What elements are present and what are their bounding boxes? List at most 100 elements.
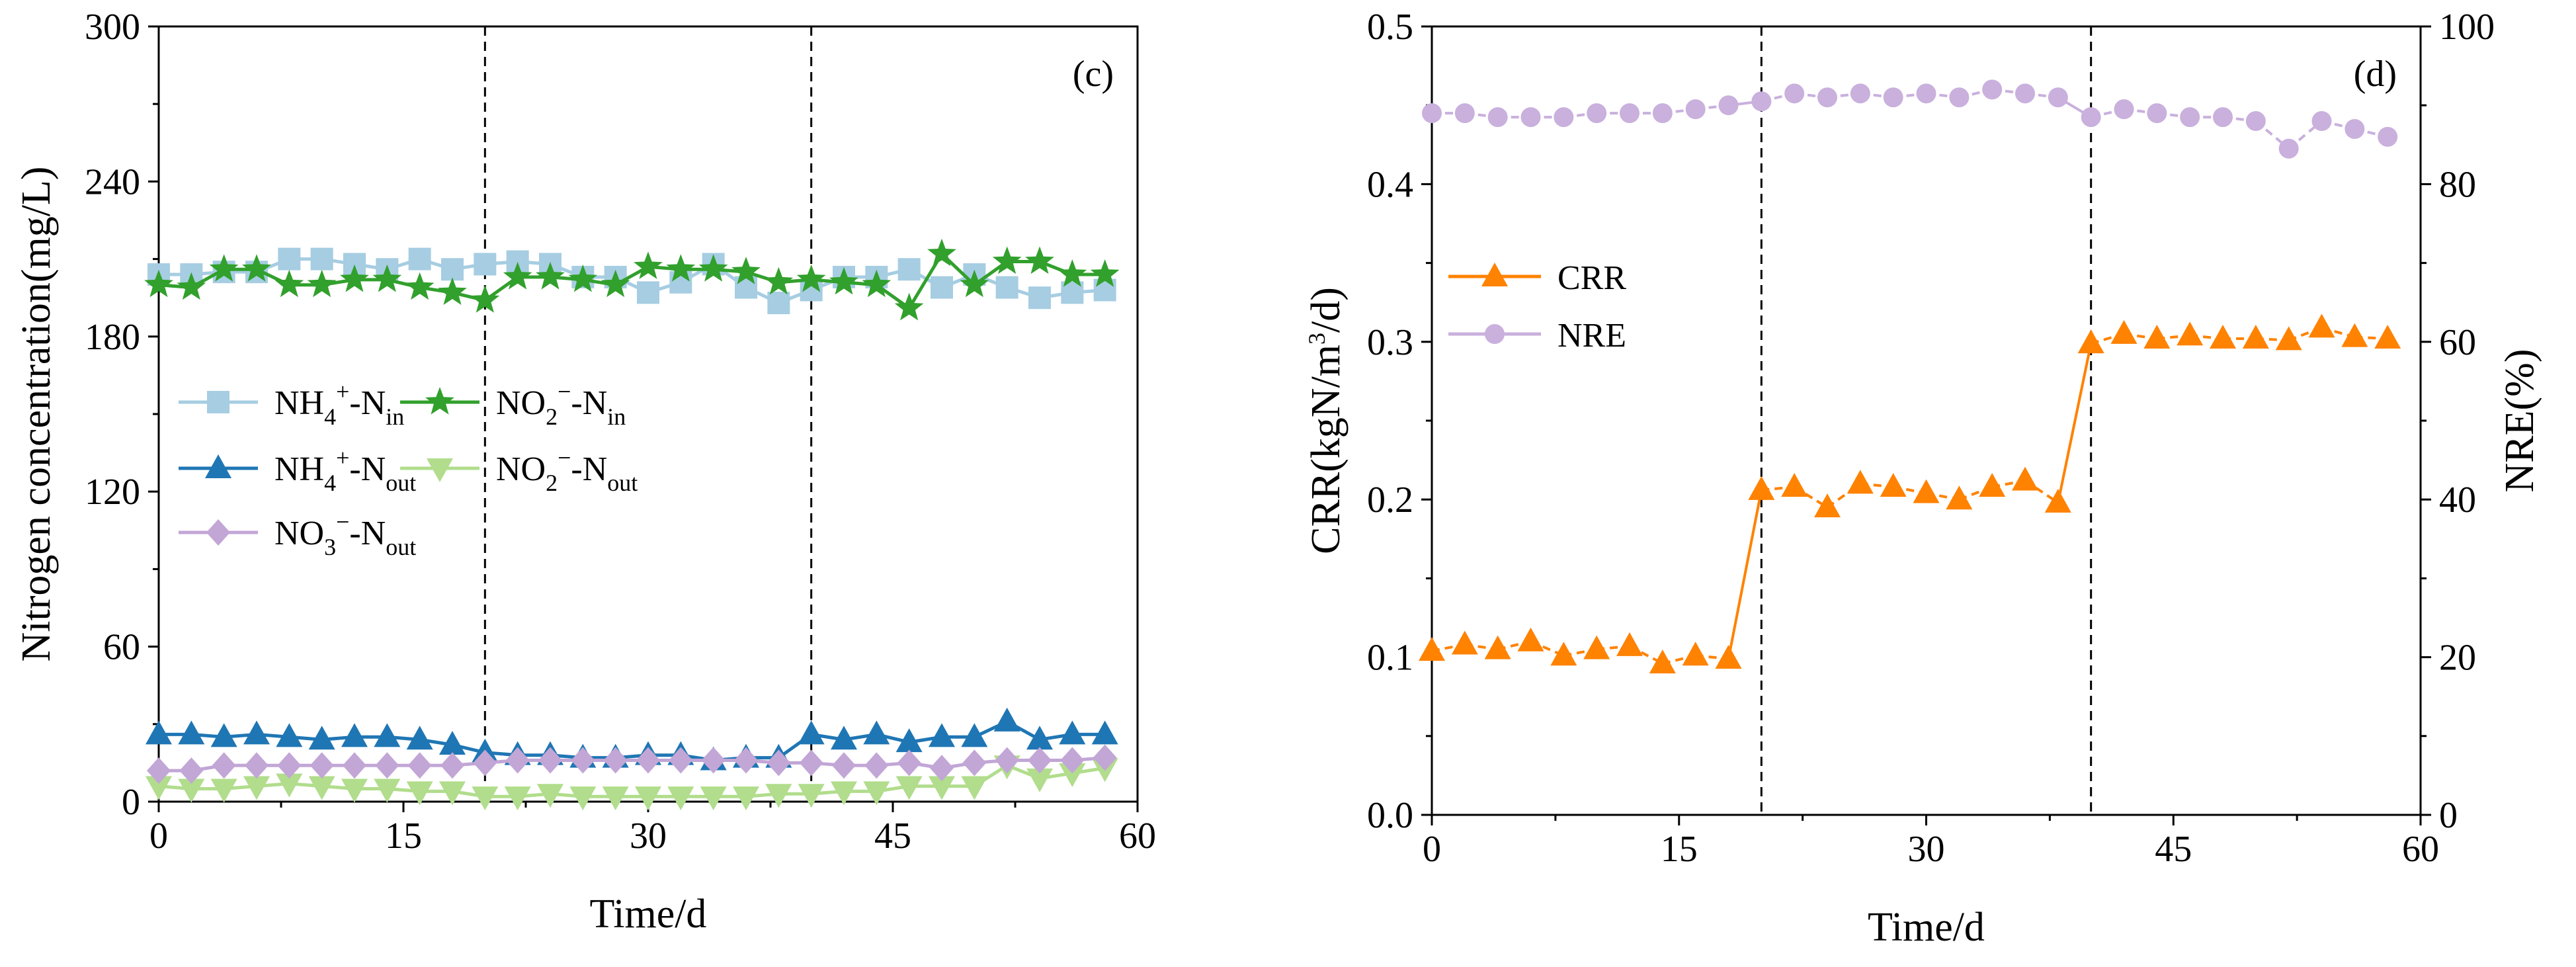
legend-label: NH4+-Nout: [274, 444, 416, 496]
data-point: [276, 723, 303, 747]
y-axis-title-part: /d): [1304, 287, 1349, 333]
data-point: [242, 254, 271, 282]
data-point: [1652, 103, 1673, 124]
x-tick-label: 45: [2155, 829, 2192, 870]
data-point: [2278, 138, 2299, 159]
data-point: [375, 752, 399, 779]
legend-marker: [427, 458, 453, 482]
y-tick-label: 60: [103, 627, 140, 668]
data-point: [438, 277, 467, 305]
data-point: [405, 272, 435, 300]
data-point: [667, 786, 694, 811]
data-point: [209, 254, 239, 282]
data-point: [1091, 720, 1118, 745]
data-point: [571, 747, 595, 774]
data-point: [2311, 111, 2332, 132]
x-tick-label: 15: [385, 816, 422, 857]
data-point: [1554, 107, 1574, 128]
data-point: [831, 781, 857, 806]
legend-label-base: NO: [496, 450, 546, 488]
data-point: [2044, 488, 2071, 513]
data-point: [1026, 768, 1053, 792]
data-point: [1814, 493, 1841, 518]
data-point: [2081, 107, 2101, 128]
panel-label: (c): [1073, 54, 1114, 95]
legend-marker: [1481, 263, 1508, 286]
legend-item-NH4+-Nin: NH4+-Nin: [179, 378, 404, 430]
data-point: [310, 752, 334, 779]
legend-label-sub: in: [607, 403, 626, 430]
legend-label-sub: 2: [546, 403, 558, 430]
y-tick-label: 300: [85, 7, 140, 48]
x-tick-label: 30: [1908, 829, 1945, 870]
data-point: [929, 776, 955, 800]
y-tick-label: 240: [85, 161, 140, 202]
x-axis-title: Time/d: [1868, 905, 1985, 950]
data-point: [1454, 103, 1475, 124]
legend-label-base: NO: [274, 515, 324, 552]
x-tick-label: 30: [630, 816, 667, 857]
data-point: [407, 752, 432, 779]
x-tick-label: 60: [2402, 829, 2439, 870]
x-axis-title: Time/d: [590, 892, 707, 937]
data-point: [1880, 473, 1907, 497]
data-point: [145, 776, 172, 800]
data-point: [767, 749, 791, 777]
data-point: [2213, 107, 2233, 128]
y-tick-label: 0: [122, 782, 140, 823]
data-point: [961, 723, 988, 747]
data-point: [2374, 325, 2401, 349]
legend-label-sup: −: [558, 444, 571, 471]
data-point: [929, 723, 955, 747]
data-point: [147, 757, 171, 784]
legend-label: NH4+-Nin: [274, 378, 404, 430]
data-point: [2180, 107, 2200, 128]
data-point: [698, 254, 728, 282]
data-point: [1847, 470, 1874, 494]
data-point: [735, 276, 757, 299]
data-point: [440, 752, 464, 779]
data-point: [2147, 103, 2167, 124]
legend-label-sup: −: [336, 509, 349, 535]
data-point: [2143, 325, 2171, 349]
data-point: [307, 269, 337, 298]
y-right-tick-label: 0: [2439, 795, 2458, 836]
data-point: [2242, 325, 2269, 349]
data-point: [734, 747, 758, 774]
data-point: [1550, 642, 1577, 666]
data-point: [931, 276, 953, 299]
data-point: [1982, 79, 2003, 100]
data-point: [1487, 107, 1508, 128]
panel-label: (d): [2354, 54, 2397, 95]
data-point: [995, 276, 1018, 299]
data-point: [1028, 286, 1051, 310]
panel-d-chart: 0 15 30 45 60 0.0 0.1 0.2 0.3 0.4 0.5 0 20 40 60 80 100 T…: [1304, 7, 2542, 950]
legend-label-sub: out: [386, 534, 416, 560]
data-point: [441, 258, 464, 281]
data-point: [308, 726, 335, 750]
data-point: [1817, 87, 1837, 108]
data-point: [767, 292, 790, 315]
data-point: [2378, 126, 2398, 147]
data-point: [764, 267, 794, 295]
data-point: [602, 786, 629, 811]
data-point: [408, 247, 431, 271]
data-point: [1520, 107, 1541, 128]
data-point: [179, 757, 204, 784]
y-right-axis-title: NRE(%): [2497, 349, 2542, 493]
data-point: [212, 752, 236, 779]
data-point: [1059, 720, 1086, 745]
data-point: [863, 720, 890, 745]
data-point: [731, 257, 761, 284]
data-point: [1979, 473, 2006, 497]
data-point: [1060, 747, 1085, 774]
data-point: [1616, 632, 1643, 656]
data-point: [895, 776, 923, 800]
legend-label-base: NO: [496, 384, 546, 422]
series-NO3--Nout: [147, 744, 1117, 784]
data-point: [798, 720, 825, 745]
y-axis-title: Nitrogen concentration(mg/L): [14, 167, 59, 662]
data-point: [1419, 637, 1445, 661]
data-point: [700, 786, 727, 811]
